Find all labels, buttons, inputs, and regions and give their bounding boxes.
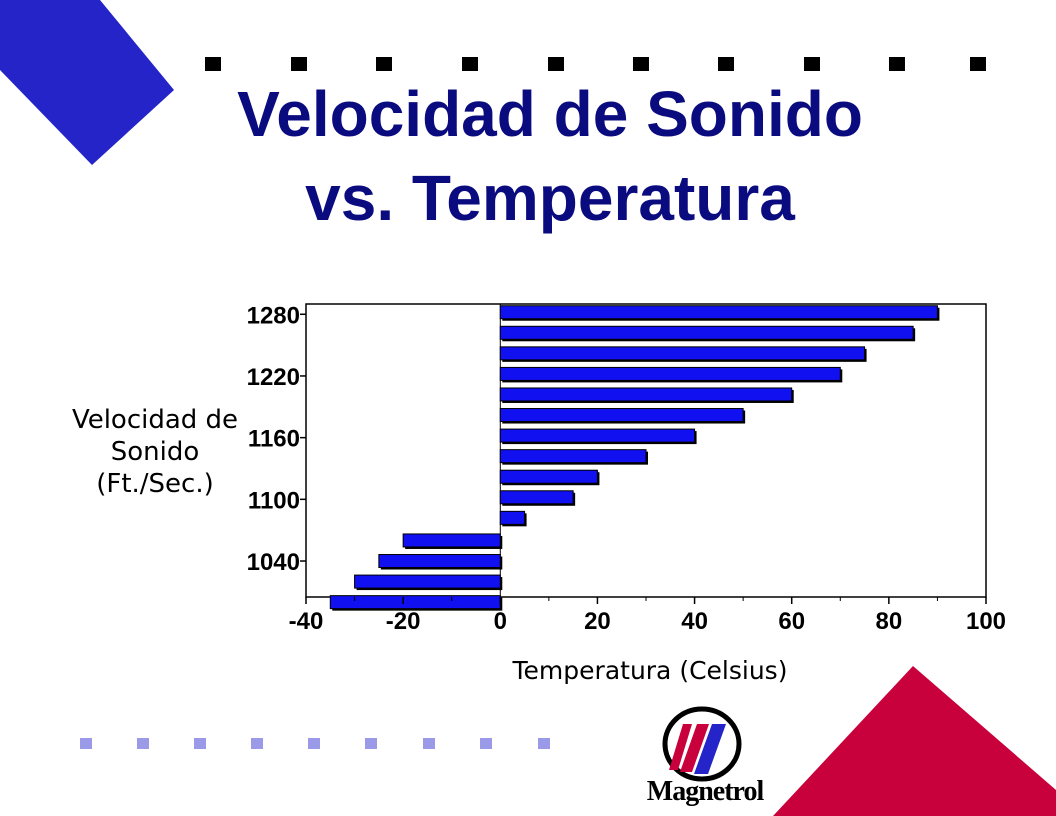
page-title-line1: Velocidad de Sonido [237, 78, 863, 150]
magnetrol-logo-icon [662, 706, 742, 782]
y-tick-label: 1280 [247, 302, 300, 329]
x-tick-label: 20 [584, 608, 611, 635]
y-axis-label-line3: (Ft./Sec.) [96, 469, 214, 499]
blue-diamond-decoration [0, 0, 174, 165]
bar-2 [499, 346, 866, 361]
y-axis-label: Velocidad de Sonido (Ft./Sec.) [60, 404, 250, 500]
y-tick-label: 1040 [247, 549, 300, 576]
y-tick-label: 1100 [248, 487, 300, 514]
bar-6 [499, 428, 696, 443]
x-tick-label: 80 [876, 608, 903, 635]
bar-11 [402, 533, 501, 548]
bottom-square-row [80, 738, 550, 749]
bar-4 [499, 387, 793, 402]
bar-8 [499, 469, 598, 484]
logo-text: Magnetrol [646, 776, 764, 807]
bar-12 [378, 554, 501, 569]
x-tick-label: 40 [681, 608, 708, 635]
top-square-row [205, 57, 986, 71]
x-axis-label: Temperatura (Celsius) [512, 656, 788, 685]
bar-14 [329, 595, 501, 610]
page-title-line2: vs. Temperatura [305, 162, 795, 234]
bar-7 [499, 449, 647, 464]
x-tick-label: 60 [778, 608, 805, 635]
x-tick-label: -20 [386, 608, 421, 635]
red-triangle-decoration [773, 666, 1056, 816]
x-tick-label: 100 [966, 608, 1006, 635]
bar-13 [354, 574, 501, 589]
y-tick-label: 1160 [248, 426, 300, 453]
bar-9 [499, 490, 574, 505]
bar-5 [499, 408, 744, 423]
bar-1 [499, 325, 914, 340]
x-tick-label: 0 [494, 608, 507, 635]
bar-3 [499, 366, 841, 381]
bar-0 [499, 305, 938, 320]
y-axis-label-line2: Sonido [110, 437, 200, 467]
y-axis-label-line1: Velocidad de [71, 405, 239, 435]
y-tick-label: 1220 [247, 364, 300, 391]
x-tick-label: -40 [289, 608, 324, 635]
bar-10 [499, 510, 526, 525]
